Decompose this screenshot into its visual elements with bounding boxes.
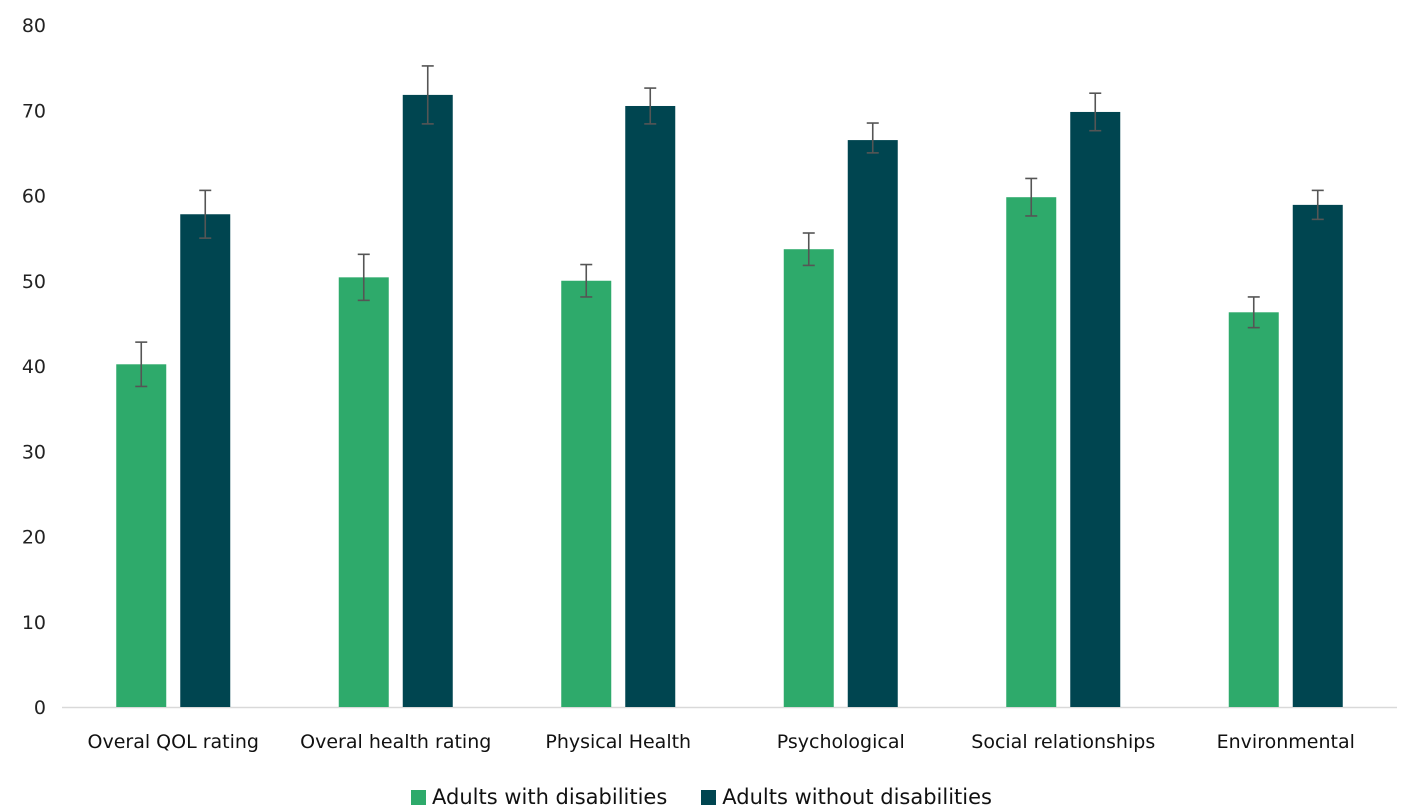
y-tick-label: 80	[22, 15, 46, 37]
x-category-label: Psychological	[777, 731, 905, 753]
error-bars	[135, 65, 1324, 388]
y-axis-ticks: 0 10 20 30 40 50 60 70 80	[22, 15, 46, 719]
bar-without-disabilities	[402, 94, 453, 707]
error-bar	[1311, 189, 1324, 221]
error-bar	[421, 65, 434, 125]
y-tick-label: 60	[22, 186, 46, 208]
x-axis-categories: Overal QOL rating Overal health rating Phy…	[88, 731, 1355, 753]
bar-with-disabilities	[561, 280, 612, 707]
y-tick-label: 40	[22, 356, 46, 378]
bar-without-disabilities	[1292, 204, 1343, 707]
bar-without-disabilities	[625, 105, 676, 708]
bar-with-disabilities	[338, 277, 389, 707]
y-tick-label: 0	[34, 697, 46, 719]
y-tick-label: 30	[22, 441, 46, 463]
legend-swatch-without-disabilities	[701, 789, 717, 805]
error-bar	[1089, 92, 1102, 132]
bar-without-disabilities	[1070, 111, 1121, 707]
error-bar	[1025, 177, 1038, 217]
x-category-label: Overal QOL rating	[88, 731, 259, 753]
bar-series	[116, 94, 1343, 708]
error-bar	[199, 189, 212, 239]
bar-with-disabilities	[1006, 197, 1057, 707]
bar-without-disabilities	[847, 140, 898, 707]
legend-swatch-with-disabilities	[411, 789, 426, 805]
x-category-label: Social relationships	[971, 731, 1155, 753]
y-tick-label: 20	[22, 527, 46, 549]
error-bar	[644, 87, 657, 125]
error-bar	[866, 122, 879, 154]
error-bar	[580, 263, 593, 298]
x-category-label: Environmental	[1217, 731, 1355, 753]
error-bar	[1247, 296, 1260, 329]
x-category-label: Physical Health	[545, 731, 691, 753]
bar-with-disabilities	[116, 364, 167, 707]
legend-label-without-disabilities: Adults without disabilities	[722, 785, 992, 809]
legend-item-with-disabilities: Adults with disabilities	[411, 785, 667, 809]
bar-with-disabilities	[783, 249, 834, 707]
x-category-label: Overal health rating	[300, 731, 491, 753]
bar-without-disabilities	[180, 214, 231, 707]
error-bar	[135, 341, 148, 388]
legend-label-with-disabilities: Adults with disabilities	[432, 785, 668, 809]
error-bar	[802, 232, 815, 267]
y-tick-label: 50	[22, 271, 46, 293]
legend: Adults with disabilities Adults without …	[0, 784, 1403, 810]
error-bar	[357, 253, 370, 302]
bar-with-disabilities	[1228, 312, 1279, 707]
legend-item-without-disabilities: Adults without disabilities	[701, 785, 992, 809]
y-tick-label: 70	[22, 100, 46, 122]
y-tick-label: 10	[22, 612, 46, 634]
